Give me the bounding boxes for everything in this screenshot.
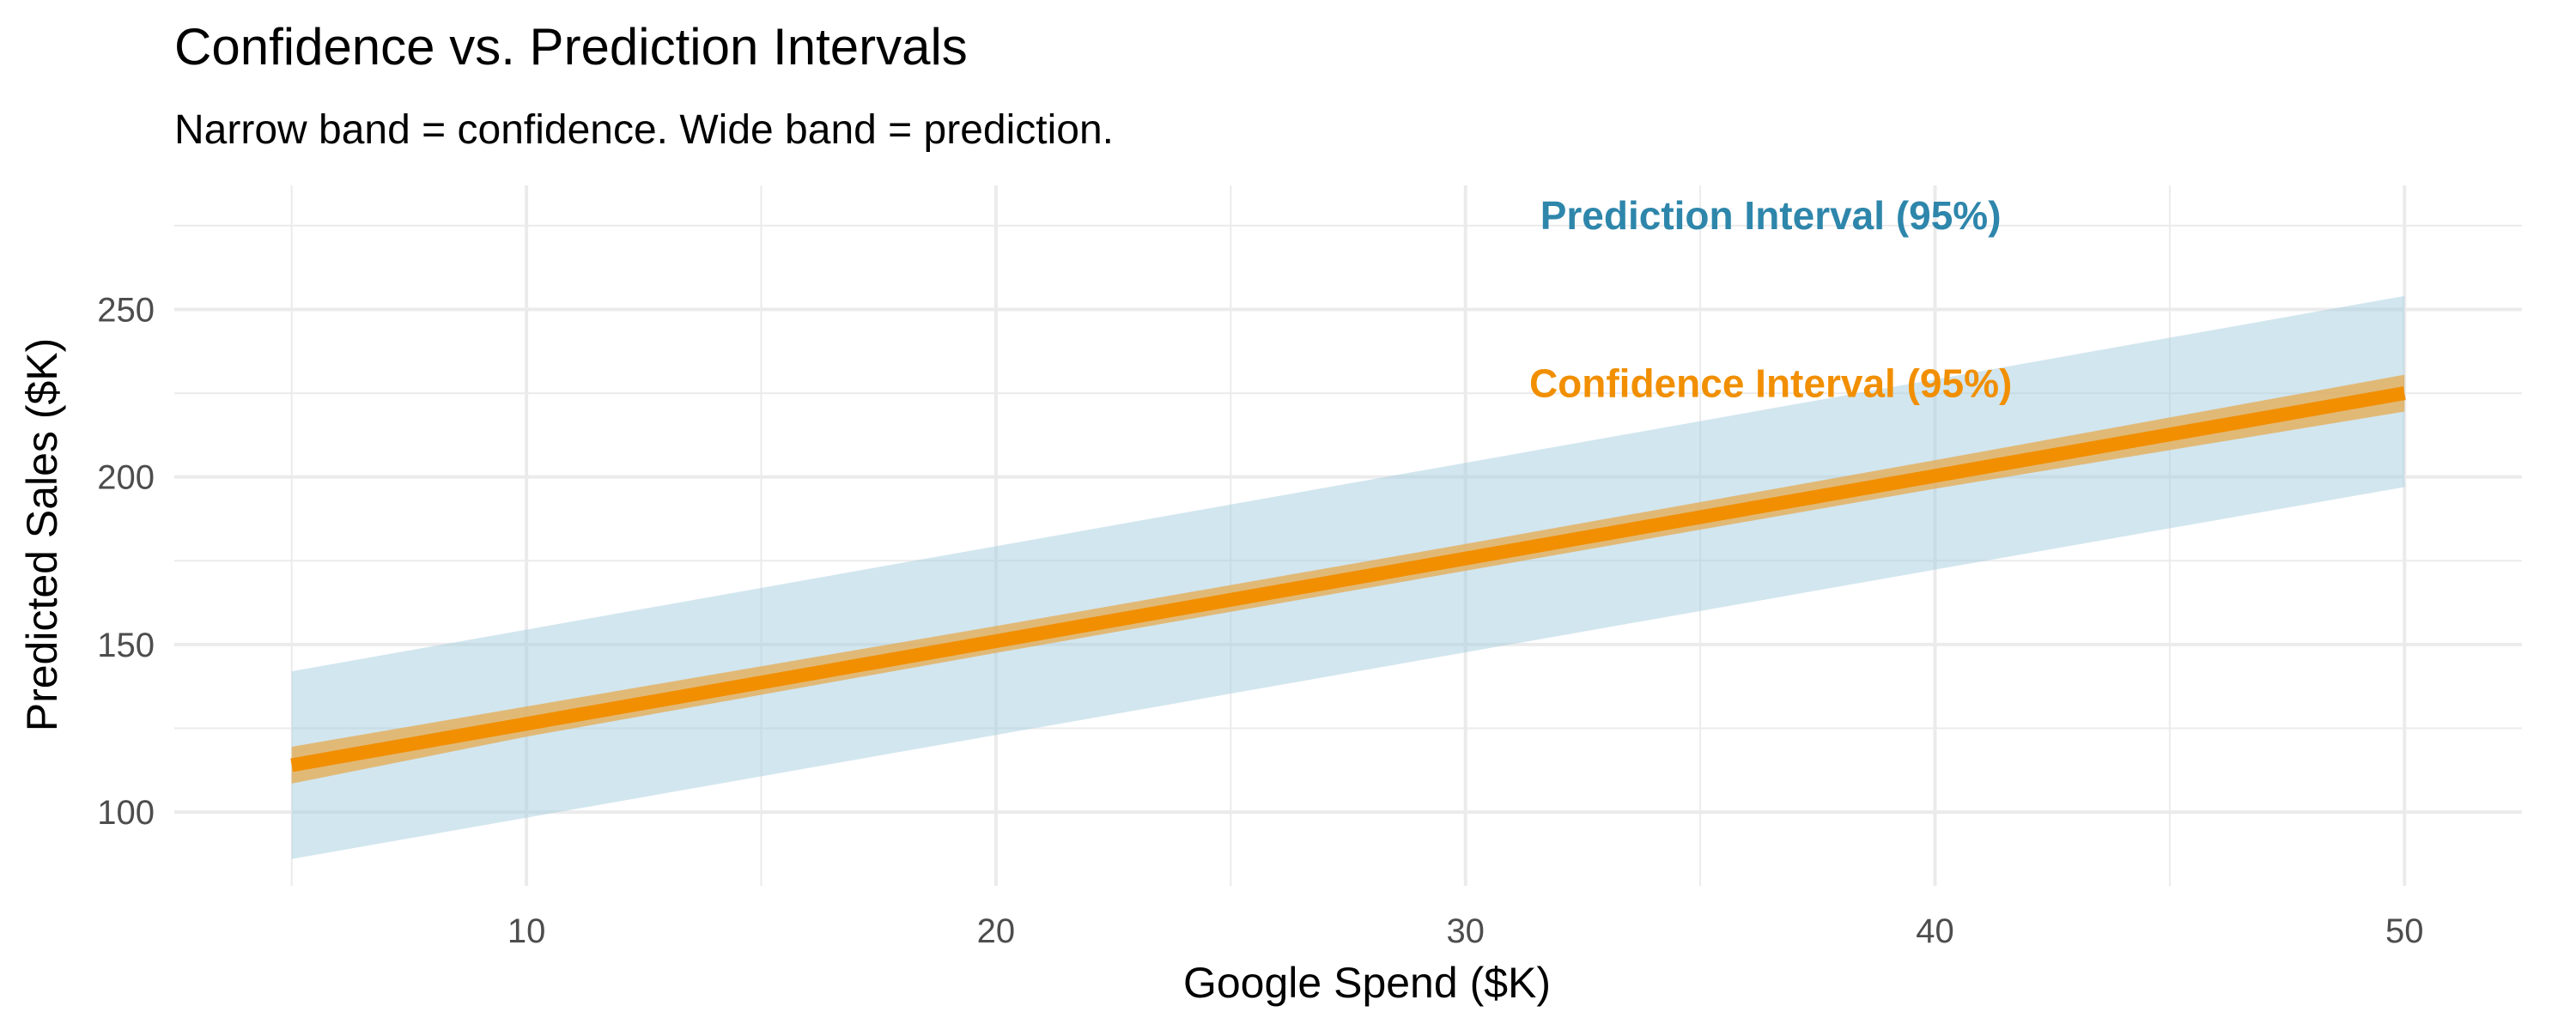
x-axis-title: Google Spend ($K) [1183, 959, 1551, 1007]
x-tick-labels: 10 20 30 40 50 [507, 912, 2424, 950]
band-annotation: Confidence Interval (95%) [1529, 360, 2012, 405]
chart-title: Confidence vs. Prediction Intervals [174, 18, 968, 76]
y-tick-label: 100 [97, 794, 155, 832]
x-tick-label: 50 [2385, 912, 2424, 950]
y-tick-labels: 100 150 200 250 [97, 291, 155, 832]
band-annotation: Prediction Interval (95%) [1540, 193, 2002, 238]
chart-subtitle: Narrow band = confidence. Wide band = pr… [174, 107, 1114, 153]
x-tick-label: 10 [507, 912, 546, 950]
annotations: Prediction Interval (95%) Confidence Inte… [1529, 193, 2012, 405]
x-tick-label: 40 [1916, 912, 1954, 950]
y-tick-label: 200 [97, 459, 155, 497]
y-tick-label: 250 [97, 291, 155, 329]
x-tick-label: 20 [977, 912, 1016, 950]
x-tick-label: 30 [1446, 912, 1485, 950]
y-axis-title: Predicted Sales ($K) [18, 338, 66, 732]
fit-line [290, 386, 2406, 772]
fit-lines [290, 386, 2406, 772]
y-tick-label: 150 [97, 627, 155, 664]
